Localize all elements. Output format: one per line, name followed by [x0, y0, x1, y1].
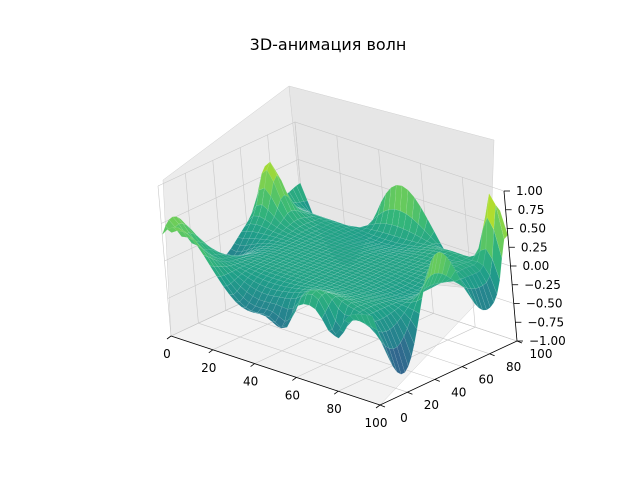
z-tick-label: 0.00 [523, 259, 550, 273]
x-tick-mark [208, 349, 214, 354]
y-tick-mark [407, 391, 413, 395]
x-tick-label: 80 [327, 402, 342, 416]
y-tick-mark [462, 366, 468, 369]
y-tick-mark [434, 379, 440, 382]
y-tick-label: 0 [400, 411, 408, 425]
surface-facet [410, 310, 420, 330]
z-tick-label: −0.25 [524, 278, 561, 292]
y-tick-label: 100 [530, 347, 553, 361]
surface-facet [470, 288, 483, 311]
y-tick-mark [489, 353, 495, 357]
y-tick-label: 60 [479, 373, 494, 387]
x-tick-mark [333, 390, 339, 395]
floor-grid-line-y [198, 322, 408, 393]
z-tick-label: 0.25 [521, 240, 548, 254]
x-tick-label: 60 [285, 388, 300, 402]
z-tick-label: 0.75 [518, 203, 545, 217]
z-axis-ticks: −1.00 −0.75 −0.50 −0.25 0.00 0.25 0.50 0.75 1.00 [504, 184, 566, 348]
x-tick-mark [292, 377, 297, 381]
z-tick-label: −1.00 [529, 334, 566, 348]
y-tick-mark [379, 404, 386, 408]
x-axis-ticks: 0 20 40 60 80 100 [163, 335, 388, 430]
x-tick-mark [166, 335, 172, 340]
surface-facet [489, 259, 500, 295]
surface-facet [478, 285, 491, 311]
surface-mesh [162, 161, 508, 375]
surface-facet [466, 287, 479, 308]
y-tick-label: 80 [506, 360, 521, 374]
surface-facet [400, 336, 412, 367]
x-tick-mark [250, 363, 255, 367]
surface-facet [419, 271, 428, 293]
chart-title: 3D-анимация волн [250, 35, 407, 54]
z-tick-label: 0.50 [519, 222, 546, 236]
y-axis-line [379, 340, 518, 406]
x-tick-label: 0 [163, 347, 171, 361]
x-axis-line [170, 335, 381, 406]
x-tick-label: 40 [243, 375, 258, 389]
z-grid-line [161, 159, 508, 229]
x-tick-label: 100 [365, 416, 388, 430]
surface-facet [416, 283, 426, 302]
z-tick-label: −0.75 [527, 315, 564, 329]
surface-facet [393, 346, 406, 375]
x-tick-mark [375, 404, 381, 409]
y-tick-label: 40 [451, 385, 466, 399]
z-grid-line [157, 121, 505, 192]
z-tick-label: 1.00 [516, 184, 543, 198]
surface-facet [384, 345, 398, 373]
z-tick-label: −0.50 [526, 297, 563, 311]
surface-facet [371, 326, 383, 344]
surface-facet [389, 348, 402, 375]
surface-facet [366, 314, 378, 331]
x-tick-label: 20 [201, 361, 216, 375]
y-tick-label: 20 [424, 398, 439, 412]
